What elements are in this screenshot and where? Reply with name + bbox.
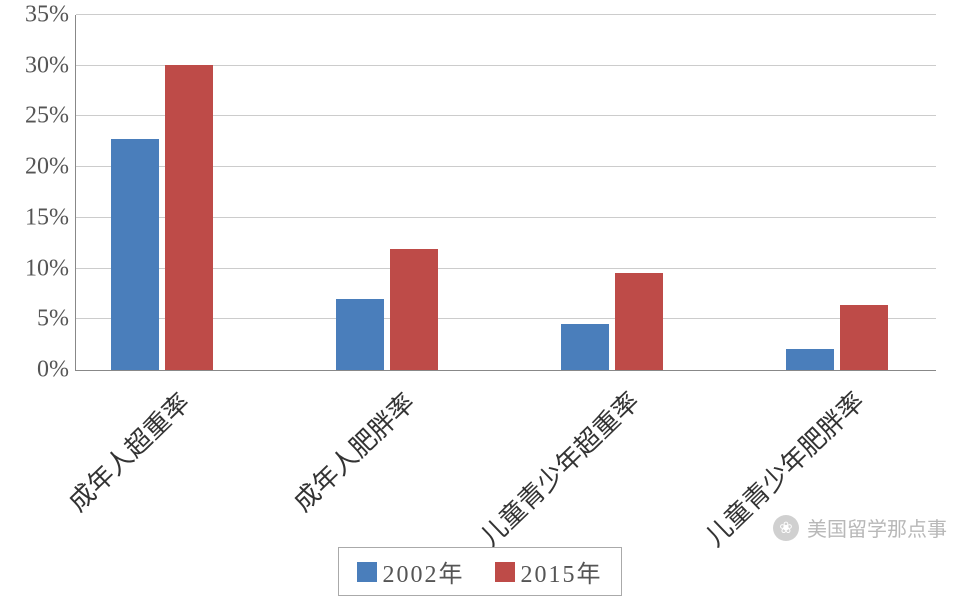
x-axis-label: 成年人超重率 [59, 384, 197, 519]
bar [840, 305, 888, 370]
ytick-label: 30% [25, 52, 69, 79]
bar [561, 324, 609, 370]
x-axis-label: 成年人肥胖率 [284, 384, 422, 519]
legend-swatch-2002 [357, 562, 377, 582]
legend-item-2002: 2002年 [357, 554, 465, 589]
ytick-label: 35% [25, 2, 69, 29]
bar-group [786, 305, 888, 370]
chart-container: 0% 5% 10% 15% 20% 25% 30% 35% 成年人超重率成年人肥胖率儿童青少年… [0, 0, 959, 606]
legend-label: 2015年 [521, 554, 603, 589]
bar [390, 249, 438, 370]
ytick-label: 15% [25, 204, 69, 231]
legend-item-2015: 2015年 [495, 554, 603, 589]
ytick-label: 10% [25, 255, 69, 282]
bar [336, 299, 384, 370]
bar [111, 139, 159, 370]
x-axis-label: 儿童青少年超重率 [471, 383, 646, 554]
watermark: ❀ 美国留学那点事 [773, 513, 947, 542]
bar [615, 273, 663, 370]
bar [786, 349, 834, 370]
bar-group [561, 273, 663, 370]
legend: 2002年 2015年 [0, 547, 959, 596]
legend-swatch-2015 [495, 562, 515, 582]
ytick-label: 20% [25, 154, 69, 181]
watermark-icon: ❀ [773, 515, 799, 541]
watermark-text: 美国留学那点事 [807, 513, 947, 542]
bar-group [111, 65, 213, 370]
ytick-label: 25% [25, 103, 69, 130]
ytick-label: 5% [37, 306, 69, 333]
legend-box: 2002年 2015年 [338, 547, 622, 596]
bar [165, 65, 213, 370]
bar-group [336, 249, 438, 370]
legend-label: 2002年 [383, 554, 465, 589]
gridline [76, 14, 936, 15]
ytick-label: 0% [37, 357, 69, 384]
plot-area [75, 15, 936, 371]
